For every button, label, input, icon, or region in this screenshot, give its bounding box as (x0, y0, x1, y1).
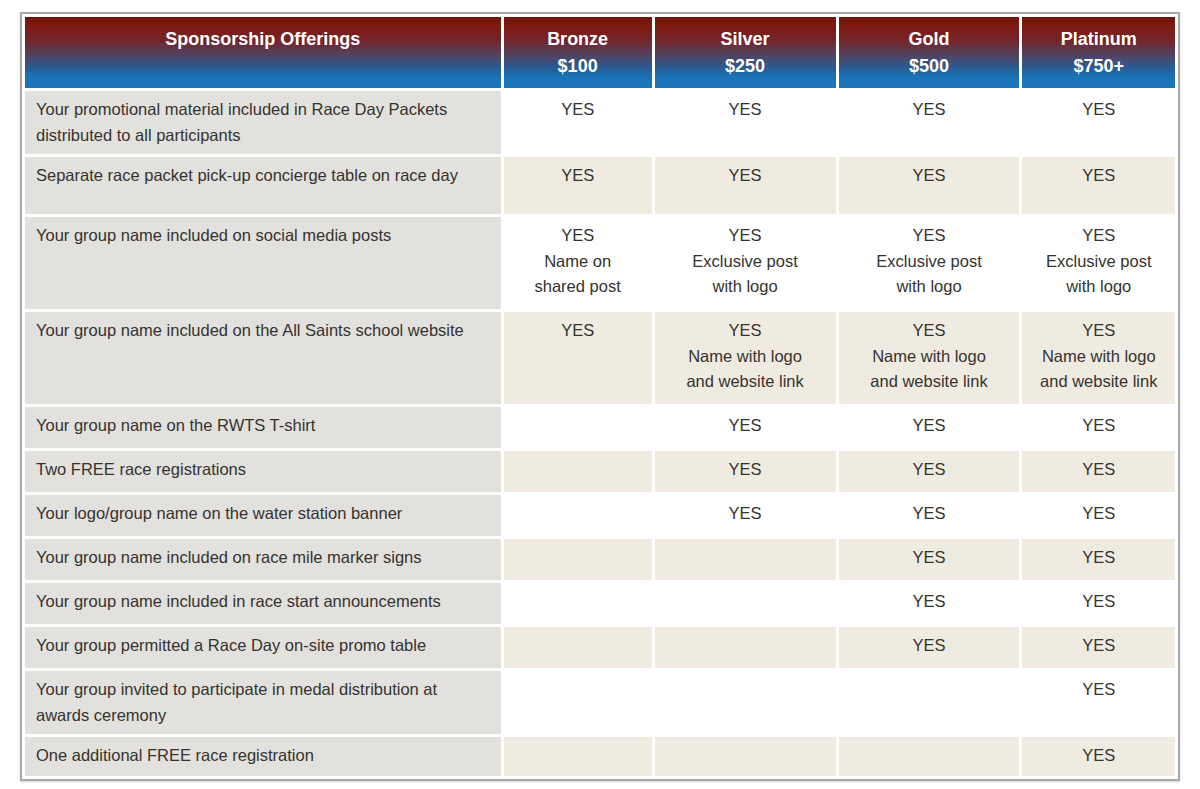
cell-silver: YES Exclusive post with logo (655, 217, 836, 309)
tier-price: $500 (843, 53, 1016, 79)
cell-gold: YES Name with logo and website link (839, 312, 1020, 404)
cell-bronze (504, 737, 652, 776)
cell-gold: YES (839, 451, 1020, 492)
table-row: Your group name on the RWTS T-shirt YES … (25, 407, 1175, 448)
column-header-platinum: Platinum $750+ (1022, 17, 1175, 88)
cell-platinum: YES (1022, 737, 1175, 776)
column-header-offerings: Sponsorship Offerings (25, 17, 501, 88)
tier-price: $750+ (1026, 53, 1171, 79)
cell-silver (655, 671, 836, 734)
cell-silver: YES (655, 451, 836, 492)
offering-label-cell: Your logo/group name on the water statio… (25, 495, 501, 536)
cell-gold: YES (839, 539, 1020, 580)
table-row: Your group name included on race mile ma… (25, 539, 1175, 580)
cell-gold: YES Exclusive post with logo (839, 217, 1020, 309)
offering-label-cell: Your group name included on social media… (25, 217, 501, 309)
offering-label-cell: Separate race packet pick-up concierge t… (25, 157, 501, 214)
cell-gold: YES (839, 495, 1020, 536)
cell-gold: YES (839, 627, 1020, 668)
tier-name: Platinum (1026, 26, 1171, 52)
table-row: Two FREE race registrations YES YES YES (25, 451, 1175, 492)
cell-bronze (504, 495, 652, 536)
cell-bronze: YES (504, 91, 652, 154)
sponsorship-table-container: Sponsorship Offerings Bronze $100 Silver… (20, 12, 1180, 781)
offerings-header-spacer (29, 53, 497, 79)
table-row: Your promotional material included in Ra… (25, 91, 1175, 154)
cell-silver (655, 627, 836, 668)
column-header-silver: Silver $250 (655, 17, 836, 88)
cell-bronze (504, 407, 652, 448)
cell-platinum: YES (1022, 539, 1175, 580)
cell-gold: YES (839, 157, 1020, 214)
cell-gold: YES (839, 91, 1020, 154)
sponsorship-table: Sponsorship Offerings Bronze $100 Silver… (22, 14, 1178, 779)
cell-platinum: YES (1022, 495, 1175, 536)
offering-label-cell: Your group name on the RWTS T-shirt (25, 407, 501, 448)
cell-bronze: YES (504, 157, 652, 214)
tier-price: $250 (659, 53, 832, 79)
cell-silver: YES (655, 495, 836, 536)
cell-silver (655, 583, 836, 624)
offerings-header-label: Sponsorship Offerings (29, 26, 497, 52)
offering-label-cell: Your group permitted a Race Day on-site … (25, 627, 501, 668)
cell-bronze (504, 539, 652, 580)
header-row: Sponsorship Offerings Bronze $100 Silver… (25, 17, 1175, 88)
table-row: Your group invited to participate in med… (25, 671, 1175, 734)
cell-platinum: YES Exclusive post with logo (1022, 217, 1175, 309)
table-row: One additional FREE race registration YE… (25, 737, 1175, 776)
cell-platinum: YES (1022, 157, 1175, 214)
cell-gold (839, 671, 1020, 734)
cell-bronze (504, 583, 652, 624)
offering-label-cell: One additional FREE race registration (25, 737, 501, 776)
cell-bronze (504, 671, 652, 734)
tier-name: Bronze (508, 26, 648, 52)
offering-label-cell: Your group invited to participate in med… (25, 671, 501, 734)
table-row: Your group permitted a Race Day on-site … (25, 627, 1175, 668)
offering-label-cell: Your group name included on the All Sain… (25, 312, 501, 404)
column-header-gold: Gold $500 (839, 17, 1020, 88)
cell-silver (655, 539, 836, 580)
cell-silver: YES (655, 91, 836, 154)
cell-gold: YES (839, 583, 1020, 624)
table-row: Separate race packet pick-up concierge t… (25, 157, 1175, 214)
cell-bronze: YES Name on shared post (504, 217, 652, 309)
column-header-bronze: Bronze $100 (504, 17, 652, 88)
cell-gold: YES (839, 407, 1020, 448)
offering-label-cell: Two FREE race registrations (25, 451, 501, 492)
table-row: Your logo/group name on the water statio… (25, 495, 1175, 536)
page: Sponsorship Offerings Bronze $100 Silver… (0, 0, 1200, 789)
tier-name: Silver (659, 26, 832, 52)
cell-platinum: YES (1022, 583, 1175, 624)
cell-bronze (504, 451, 652, 492)
table-row: Your group name included on social media… (25, 217, 1175, 309)
cell-silver (655, 737, 836, 776)
cell-platinum: YES (1022, 451, 1175, 492)
cell-platinum: YES (1022, 407, 1175, 448)
cell-bronze (504, 627, 652, 668)
tier-name: Gold (843, 26, 1016, 52)
cell-silver: YES Name with logo and website link (655, 312, 836, 404)
cell-platinum: YES (1022, 91, 1175, 154)
offering-label-cell: Your promotional material included in Ra… (25, 91, 501, 154)
offering-label-cell: Your group name included on race mile ma… (25, 539, 501, 580)
table-row: Your group name included in race start a… (25, 583, 1175, 624)
tier-price: $100 (508, 53, 648, 79)
cell-silver: YES (655, 157, 836, 214)
table-row: Your group name included on the All Sain… (25, 312, 1175, 404)
cell-platinum: YES (1022, 627, 1175, 668)
cell-bronze: YES (504, 312, 652, 404)
cell-silver: YES (655, 407, 836, 448)
cell-platinum: YES Name with logo and website link (1022, 312, 1175, 404)
cell-gold (839, 737, 1020, 776)
offering-label-cell: Your group name included in race start a… (25, 583, 501, 624)
cell-platinum: YES (1022, 671, 1175, 734)
